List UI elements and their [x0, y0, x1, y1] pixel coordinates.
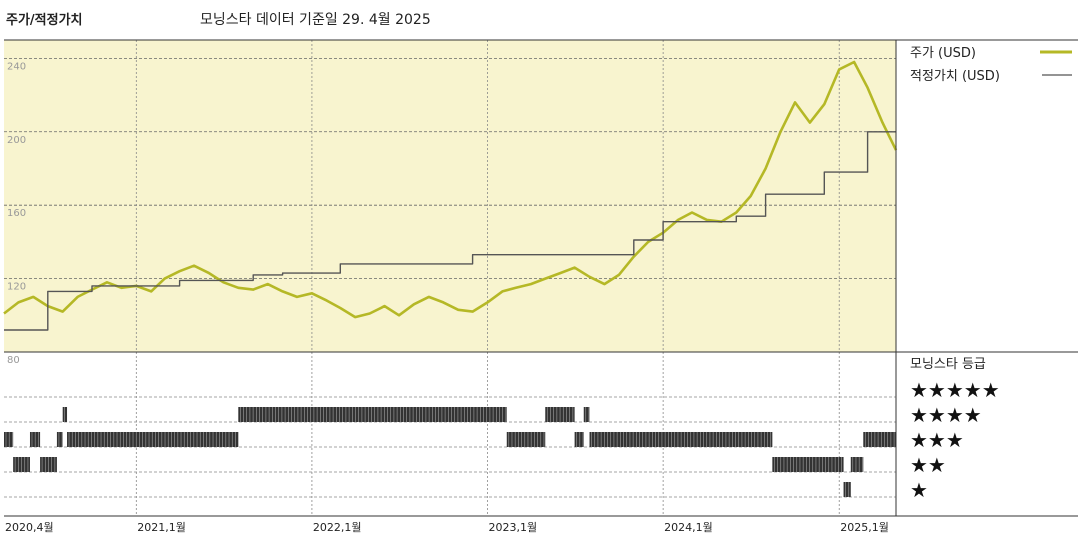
y-tick-label: 240	[7, 61, 26, 72]
rating-panel-title: 모닝스타 등급	[910, 357, 986, 372]
legend-label: 적정가치 (USD)	[910, 69, 1000, 84]
rating-bar	[772, 457, 844, 472]
y-tick-label: 120	[7, 282, 26, 293]
rating-bar	[843, 482, 851, 497]
x-tick-label: 2025,1월	[840, 521, 889, 534]
rating-bar	[238, 407, 507, 422]
y-tick-label: 200	[7, 135, 26, 146]
legend: 주가 (USD)적정가치 (USD)모닝스타 등급★★★★★★★★★★★★★★★	[910, 46, 1072, 502]
plot-background	[4, 40, 896, 352]
rating-bar	[574, 432, 584, 447]
y-tick-label: 80	[7, 355, 20, 366]
chart-subtitle: 모닝스타 데이터 기준일 29. 4월 2025	[200, 12, 431, 28]
chart-title: 주가/적정가치	[6, 13, 83, 28]
rating-bar	[850, 457, 864, 472]
chart-frame	[4, 39, 1078, 517]
rating-bar	[67, 432, 239, 447]
price-line	[3, 60, 898, 319]
x-tick-label: 2023,1월	[489, 521, 538, 534]
legend-label: 주가 (USD)	[910, 46, 976, 61]
y-tick-label: 160	[7, 208, 26, 219]
rating-level-stars: ★★★★★	[910, 378, 1000, 402]
rating-bar	[56, 432, 63, 447]
x-tick-label: 2022,1월	[313, 521, 362, 534]
rating-bar	[583, 407, 590, 422]
rating-level-stars: ★★	[910, 453, 946, 477]
rating-bars	[4, 407, 896, 497]
rating-bar	[4, 432, 14, 447]
x-tick-label: 2024,1월	[664, 521, 713, 534]
rating-level-stars: ★	[910, 478, 928, 502]
axis-labels: 80 120 160 200 240 2020,4월 2021,1월 2022,1월 2023,…	[5, 61, 889, 534]
fair-value-line	[4, 131, 896, 331]
rating-level-stars: ★★★	[910, 428, 964, 452]
rating-bar	[506, 432, 546, 447]
x-tick-label: 2021,1월	[137, 521, 186, 534]
rating-level-stars: ★★★★	[910, 403, 982, 427]
x-tick-label: 2020,4월	[5, 521, 54, 534]
series-lines	[3, 60, 898, 331]
price-plot-area	[4, 40, 896, 352]
